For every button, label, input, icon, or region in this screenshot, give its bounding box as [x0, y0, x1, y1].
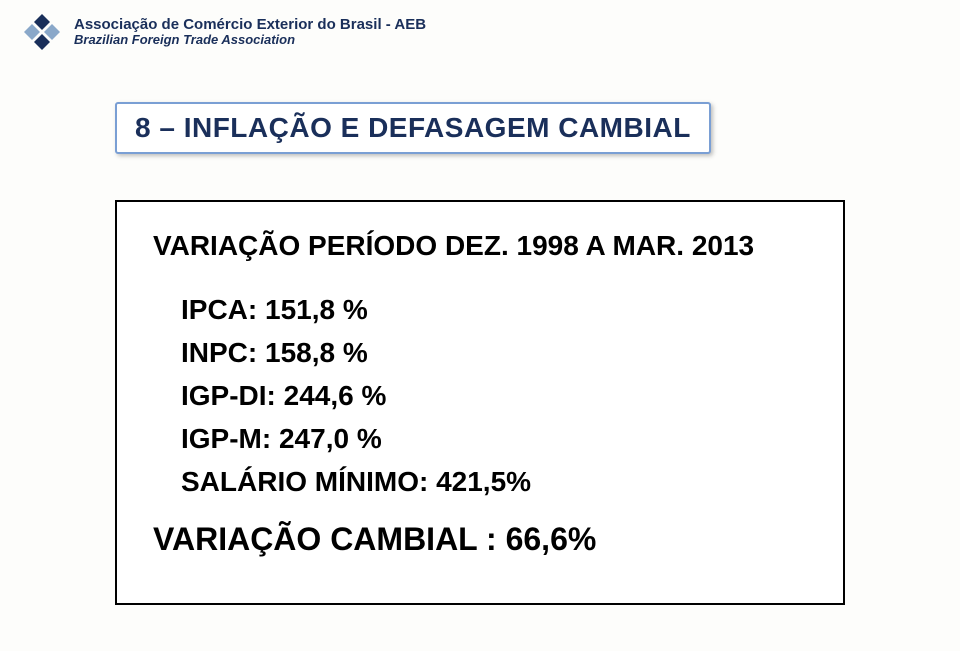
org-name-pt: Associação de Comércio Exterior do Brasi… [74, 16, 426, 33]
slide-title: 8 – INFLAÇÃO E DEFASAGEM CAMBIAL [135, 112, 691, 143]
header: Associação de Comércio Exterior do Brasi… [20, 10, 426, 54]
org-text-block: Associação de Comércio Exterior do Brasi… [74, 16, 426, 48]
aeb-logo-icon [20, 10, 64, 54]
content-box: VARIAÇÃO PERÍODO DEZ. 1998 A MAR. 2013 I… [115, 200, 845, 605]
content-subtitle: VARIAÇÃO PERÍODO DEZ. 1998 A MAR. 2013 [153, 230, 807, 262]
data-row: IGP-M: 247,0 % [181, 421, 807, 456]
data-row: SALÁRIO MÍNIMO: 421,5% [181, 464, 807, 499]
org-name-en: Brazilian Foreign Trade Association [74, 33, 426, 48]
content-footer: VARIAÇÃO CAMBIAL : 66,6% [153, 521, 807, 558]
data-row: IPCA: 151,8 % [181, 292, 807, 327]
data-row: INPC: 158,8 % [181, 335, 807, 370]
data-rows: IPCA: 151,8 % INPC: 158,8 % IGP-DI: 244,6 … [153, 292, 807, 499]
data-row: IGP-DI: 244,6 % [181, 378, 807, 413]
slide-title-box: 8 – INFLAÇÃO E DEFASAGEM CAMBIAL [115, 102, 711, 154]
